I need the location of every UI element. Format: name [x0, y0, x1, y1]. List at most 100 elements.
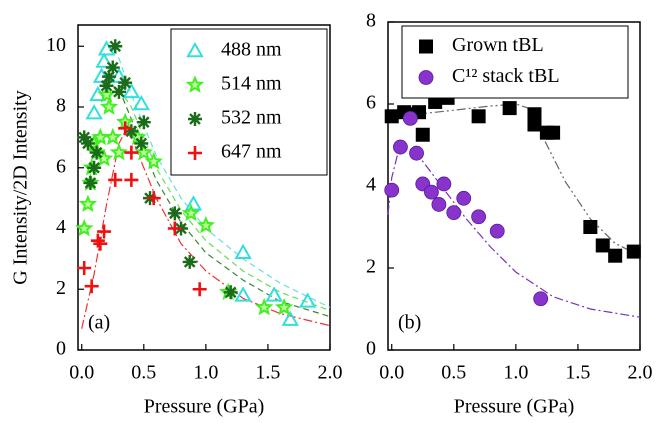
marker-triangle	[85, 104, 103, 120]
y-tick-label: 6	[56, 155, 66, 177]
legend-box	[170, 28, 328, 176]
marker-asterisk	[80, 136, 95, 151]
marker-plus	[108, 172, 123, 187]
x-tick-label: 2.0	[628, 362, 653, 384]
legend-marker	[188, 112, 202, 126]
legend-marker	[419, 39, 433, 54]
marker-circle	[446, 205, 462, 221]
marker-plus	[84, 279, 99, 294]
marker-asterisk	[83, 175, 98, 190]
marker-square	[502, 101, 517, 116]
legend-label: C¹² stack tBL	[452, 65, 560, 87]
marker-star	[181, 203, 201, 222]
y-tick-label: 4	[56, 216, 66, 238]
marker-star	[196, 215, 215, 234]
x-tick-label: 1.5	[255, 362, 280, 384]
marker-square	[471, 109, 486, 124]
marker-triangle	[132, 94, 151, 111]
legend-marker	[185, 75, 205, 93]
marker-square	[384, 109, 399, 124]
fit-curve	[118, 88, 331, 312]
marker-star	[78, 194, 98, 212]
marker-triangle	[95, 52, 113, 68]
x-tick-label: 0.5	[131, 362, 156, 384]
fit-curve	[387, 144, 641, 318]
marker-plus	[192, 282, 207, 297]
legend-marker	[418, 70, 434, 85]
marker-circle	[533, 291, 549, 307]
y-tick-label: 6	[366, 92, 376, 114]
marker-triangle	[184, 195, 203, 211]
marker-circle	[424, 184, 439, 200]
marker-asterisk	[99, 78, 114, 93]
marker-square	[527, 117, 542, 132]
marker-star	[274, 297, 294, 316]
marker-triangle	[298, 292, 317, 308]
marker-circle	[456, 190, 472, 206]
x-axis-label: Pressure (GPa)	[454, 396, 575, 418]
x-axis-label: Pressure (GPa)	[144, 396, 265, 418]
marker-star	[99, 97, 119, 115]
marker-star	[103, 127, 122, 146]
marker-square	[608, 248, 623, 263]
marker-circle	[489, 223, 505, 239]
fit-curve	[391, 103, 641, 257]
x-tick-label: 0.0	[379, 362, 404, 384]
marker-plus	[124, 145, 139, 160]
marker-square	[415, 127, 430, 142]
marker-plus	[124, 172, 139, 187]
y-tick-label: 2	[366, 256, 376, 278]
marker-asterisk	[118, 75, 133, 90]
marker-asterisk	[108, 39, 123, 54]
marker-asterisk	[87, 160, 102, 175]
legend-marker	[188, 146, 202, 160]
fit-curve	[118, 88, 331, 318]
panel-label: (a)	[88, 312, 110, 334]
marker-asterisk	[134, 136, 149, 151]
x-tick-label: 1.5	[565, 362, 590, 384]
marker-star	[91, 127, 110, 146]
marker-asterisk	[136, 115, 151, 130]
y-tick-label: 8	[366, 10, 376, 32]
legend-label: 514 nm	[221, 73, 282, 95]
marker-asterisk	[182, 254, 197, 269]
marker-triangle	[97, 40, 116, 56]
fit-curve	[112, 48, 331, 309]
legend-marker	[186, 41, 204, 58]
marker-asterisk	[223, 285, 238, 300]
marker-asterisk	[102, 69, 117, 84]
marker-square	[583, 220, 598, 234]
marker-circle	[431, 197, 447, 212]
legend-label: 532 nm	[221, 107, 282, 129]
marker-triangle	[281, 310, 299, 326]
marker-circle	[436, 176, 452, 192]
marker-asterisk	[124, 124, 139, 139]
marker-triangle	[234, 243, 252, 260]
y-tick-label: 0	[56, 338, 66, 360]
y-tick-label: 4	[366, 174, 376, 196]
marker-star	[255, 297, 274, 316]
marker-plus	[118, 121, 133, 136]
marker-triangle	[265, 286, 283, 302]
marker-circle	[402, 110, 418, 126]
marker-plus	[97, 224, 112, 239]
y-tick-label: 10	[46, 34, 66, 56]
marker-triangle	[122, 82, 141, 99]
marker-circle	[409, 145, 424, 161]
marker-asterisk	[89, 145, 104, 160]
legend-label: 647 nm	[221, 141, 282, 163]
marker-square	[546, 125, 561, 140]
y-axis-label: G Intensity/2D Intensity	[10, 90, 32, 284]
marker-square	[626, 244, 641, 259]
x-tick-label: 0.0	[69, 362, 94, 384]
marker-asterisk	[167, 206, 182, 221]
x-tick-label: 0.5	[441, 362, 466, 384]
marker-star	[97, 85, 116, 103]
marker-plus	[77, 260, 92, 275]
marker-circle	[393, 139, 408, 155]
y-tick-label: 2	[56, 277, 66, 299]
marker-square	[595, 238, 610, 253]
marker-plus	[90, 233, 105, 248]
x-tick-label: 2.0	[318, 362, 343, 384]
